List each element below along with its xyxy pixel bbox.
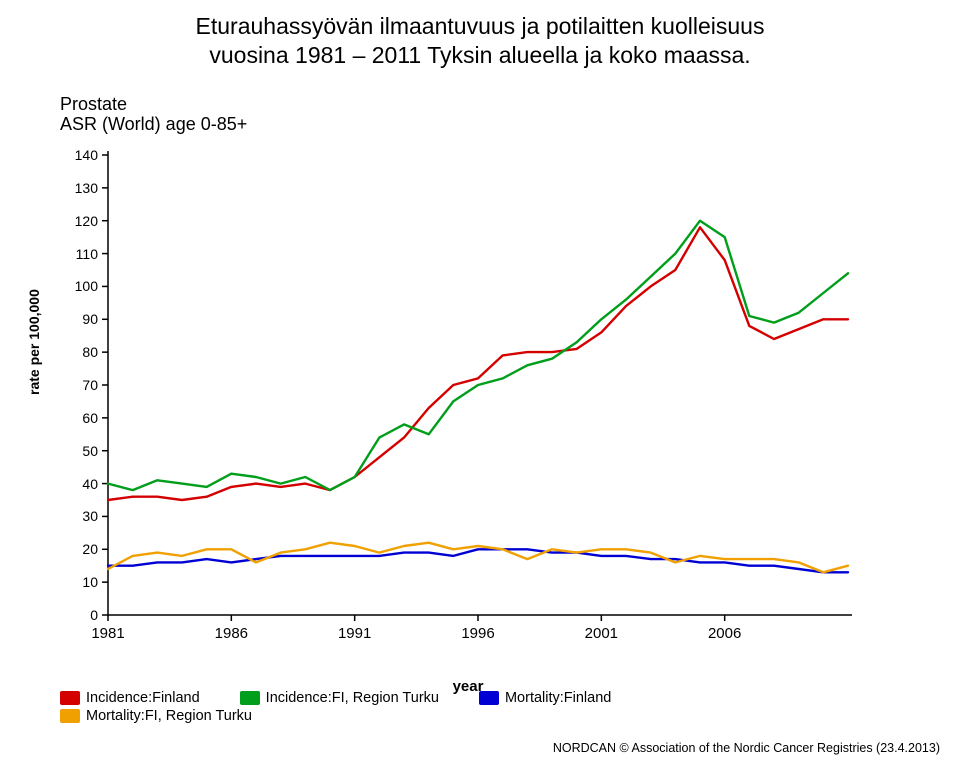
legend-label: Mortality:FI, Region Turku (86, 708, 252, 724)
y-tick-label: 80 (70, 344, 98, 360)
legend-swatch (240, 691, 260, 705)
y-axis-label: rate per 100,000 (26, 289, 42, 395)
y-tick-label: 40 (70, 476, 98, 492)
y-tick-label: 90 (70, 311, 98, 327)
legend-label: Mortality:Finland (505, 690, 611, 706)
legend-item-incidence_finland: Incidence:Finland (60, 690, 200, 706)
legend-swatch (60, 691, 80, 705)
series-mortality_turku (108, 543, 848, 573)
y-tick-label: 130 (70, 180, 98, 196)
chart-area: rate per 100,000 year 010203040506070809… (38, 145, 898, 655)
x-tick-label: 2001 (585, 625, 618, 642)
x-tick-label: 1986 (215, 625, 248, 642)
y-tick-label: 110 (70, 246, 98, 262)
x-tick-label: 1996 (461, 625, 494, 642)
y-tick-label: 60 (70, 410, 98, 426)
y-tick-label: 100 (70, 278, 98, 294)
legend-swatch (60, 709, 80, 723)
x-tick-label: 1981 (91, 625, 124, 642)
line-chart (38, 145, 898, 655)
chart-subtitle: Prostate ASR (World) age 0-85+ (60, 95, 247, 135)
legend: Incidence:Finland Incidence:FI, Region Tu… (60, 690, 611, 726)
subtitle-line2: ASR (World) age 0-85+ (60, 115, 247, 135)
title-line1: Eturauhassyövän ilmaantuvuus ja potilait… (196, 13, 765, 39)
series-mortality_finland (108, 549, 848, 572)
page-title: Eturauhassyövän ilmaantuvuus ja potilait… (48, 12, 912, 70)
y-tick-label: 70 (70, 377, 98, 393)
x-tick-label: 2006 (708, 625, 741, 642)
legend-item-mortality_turku: Mortality:FI, Region Turku (60, 708, 252, 724)
series-incidence_turku (108, 221, 848, 490)
legend-label: Incidence:FI, Region Turku (266, 690, 439, 706)
y-tick-label: 50 (70, 443, 98, 459)
legend-item-incidence_turku: Incidence:FI, Region Turku (240, 690, 439, 706)
footer-credit: NORDCAN © Association of the Nordic Canc… (553, 741, 940, 755)
y-tick-label: 20 (70, 541, 98, 557)
title-line2: vuosina 1981 – 2011 Tyksin alueella ja k… (209, 42, 750, 68)
y-tick-label: 140 (70, 147, 98, 163)
series-incidence_finland (108, 227, 848, 500)
x-tick-label: 1991 (338, 625, 371, 642)
y-tick-label: 120 (70, 213, 98, 229)
legend-item-mortality_finland: Mortality:Finland (479, 690, 611, 706)
page: Eturauhassyövän ilmaantuvuus ja potilait… (0, 0, 960, 761)
subtitle-line1: Prostate (60, 95, 247, 115)
legend-label: Incidence:Finland (86, 690, 200, 706)
legend-swatch (479, 691, 499, 705)
y-tick-label: 30 (70, 508, 98, 524)
y-tick-label: 0 (70, 607, 98, 623)
y-tick-label: 10 (70, 574, 98, 590)
